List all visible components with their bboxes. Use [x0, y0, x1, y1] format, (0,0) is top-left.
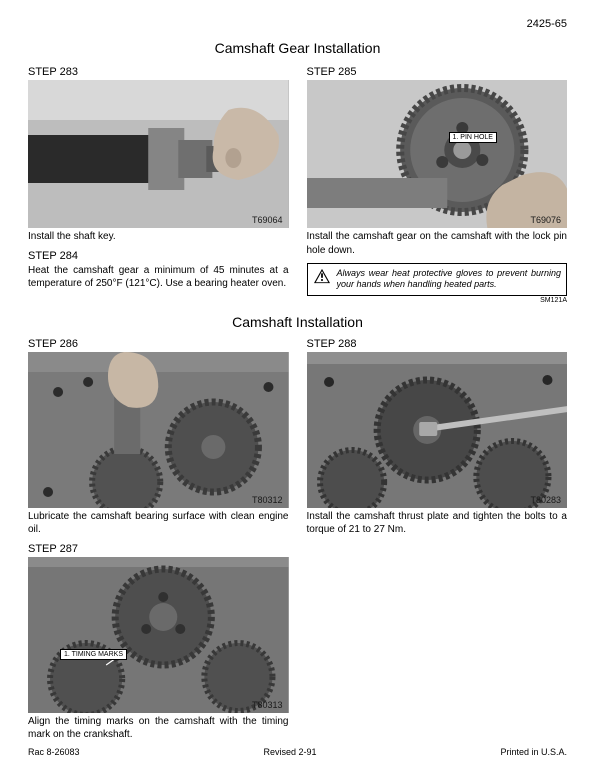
figure-285-id: T69076 [530, 215, 561, 225]
step-285-label: STEP 285 [307, 66, 568, 78]
page-footer: Rac 8-26083 Revised 2-91 Printed in U.S.… [28, 747, 567, 757]
col-right-1: STEP 285 1. PIN HOLE T69076 [307, 62, 568, 304]
step-287-label: STEP 287 [28, 543, 289, 555]
footer-right: Printed in U.S.A. [500, 747, 567, 757]
callout-timing-marks: 1. TIMING MARKS [60, 649, 127, 660]
step-287-caption: Align the timing marks on the camshaft w… [28, 715, 289, 742]
section-title-gear: Camshaft Gear Installation [28, 40, 567, 56]
figure-286-id: T80312 [252, 495, 283, 505]
step-283-label: STEP 283 [28, 66, 289, 78]
warning-code: SM121A [307, 297, 568, 304]
figure-288-id: T80283 [530, 495, 561, 505]
step-284-caption: Heat the camshaft gear a minimum of 45 m… [28, 264, 289, 291]
page-number: 2425-65 [28, 18, 567, 30]
figure-285: 1. PIN HOLE T69076 [307, 80, 568, 228]
section1-columns: STEP 283 T69064 Install the shaft key. S… [28, 62, 567, 304]
footer-center: Revised 2-91 [263, 747, 316, 757]
step-284-label: STEP 284 [28, 250, 289, 262]
step-286-label: STEP 286 [28, 338, 289, 350]
figure-283-id: T69064 [252, 215, 283, 225]
warning-icon [313, 268, 331, 284]
footer-left: Rac 8-26083 [28, 747, 80, 757]
col-right-2: STEP 288 T80283 Instal [307, 334, 568, 748]
figure-288: T80283 [307, 352, 568, 508]
warning-box: Always wear heat protective gloves to pr… [307, 263, 568, 296]
section2-columns: STEP 286 [28, 334, 567, 748]
figure-286: T80312 [28, 352, 289, 508]
figure-287-id: T80313 [252, 700, 283, 710]
col-left-2: STEP 286 [28, 334, 289, 748]
step-288-label: STEP 288 [307, 338, 568, 350]
step-283-caption: Install the shaft key. [28, 230, 289, 244]
step-285-caption: Install the camshaft gear on the camshaf… [307, 230, 568, 257]
figure-283: T69064 [28, 80, 289, 228]
warning-text: Always wear heat protective gloves to pr… [337, 268, 562, 291]
callout-pin-hole: 1. PIN HOLE [449, 132, 497, 143]
col-left-1: STEP 283 T69064 Install the shaft key. S… [28, 62, 289, 304]
figure-287: 1. TIMING MARKS T80313 [28, 557, 289, 713]
step-286-caption: Lubricate the camshaft bearing surface w… [28, 510, 289, 537]
section-title-install: Camshaft Installation [28, 314, 567, 330]
step-288-caption: Install the camshaft thrust plate and ti… [307, 510, 568, 537]
